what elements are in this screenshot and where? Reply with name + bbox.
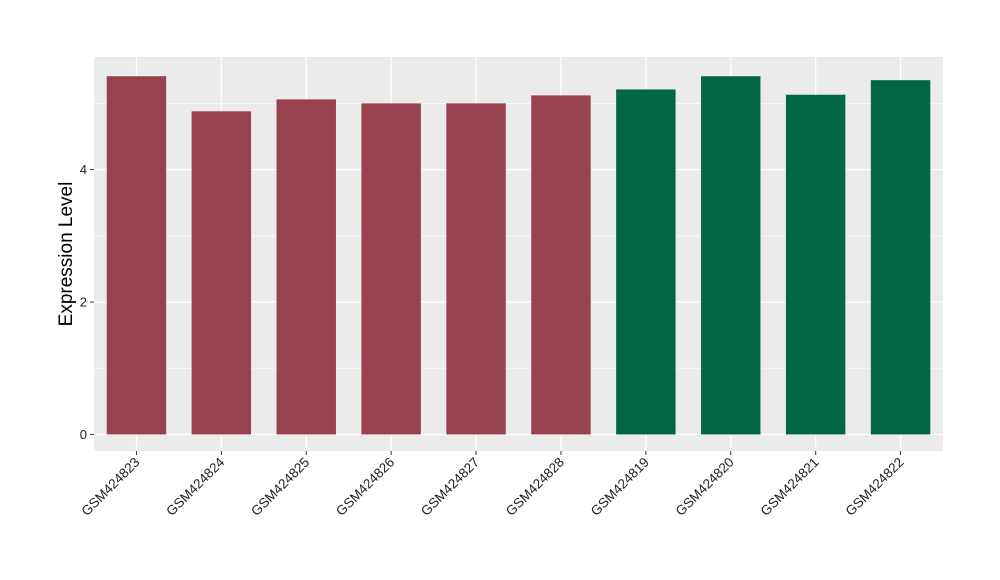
bar-GSM424819 (616, 89, 676, 435)
x-axis: GSM424823 GSM424824 GSM424825 GSM424826 GSM4… (78, 451, 907, 519)
x-tick-label: GSM424824 (163, 454, 228, 519)
bar-GSM424824 (191, 111, 252, 435)
bar-GSM424823 (106, 76, 167, 435)
x-tick-label: GSM424823 (78, 455, 142, 519)
bar-GSM424828 (531, 95, 591, 435)
x-tick-label: GSM424827 (418, 455, 482, 519)
y-tick-label: 4 (80, 162, 87, 177)
bar-GSM424821 (785, 94, 846, 435)
y-axis-label: Expression Level (56, 182, 77, 327)
x-tick-label: GSM424828 (503, 455, 567, 519)
x-tick-label: GSM424820 (673, 455, 737, 519)
bar-GSM424825 (276, 99, 336, 435)
bar-GSM424826 (361, 103, 421, 435)
x-tick-label: GSM424821 (758, 455, 822, 519)
y-axis: 0 2 4 (80, 162, 94, 442)
y-tick-label: 0 (80, 427, 87, 442)
y-tick-label: 2 (80, 295, 87, 310)
bar-GSM424822 (870, 80, 931, 435)
bar-GSM424827 (446, 103, 506, 435)
x-tick-label: GSM424825 (248, 455, 312, 519)
x-tick-label: GSM424826 (333, 455, 397, 519)
x-tick-label: GSM424819 (588, 455, 652, 519)
bar-GSM424820 (701, 76, 761, 435)
bars (106, 76, 931, 435)
x-tick-label: GSM424822 (842, 455, 906, 519)
